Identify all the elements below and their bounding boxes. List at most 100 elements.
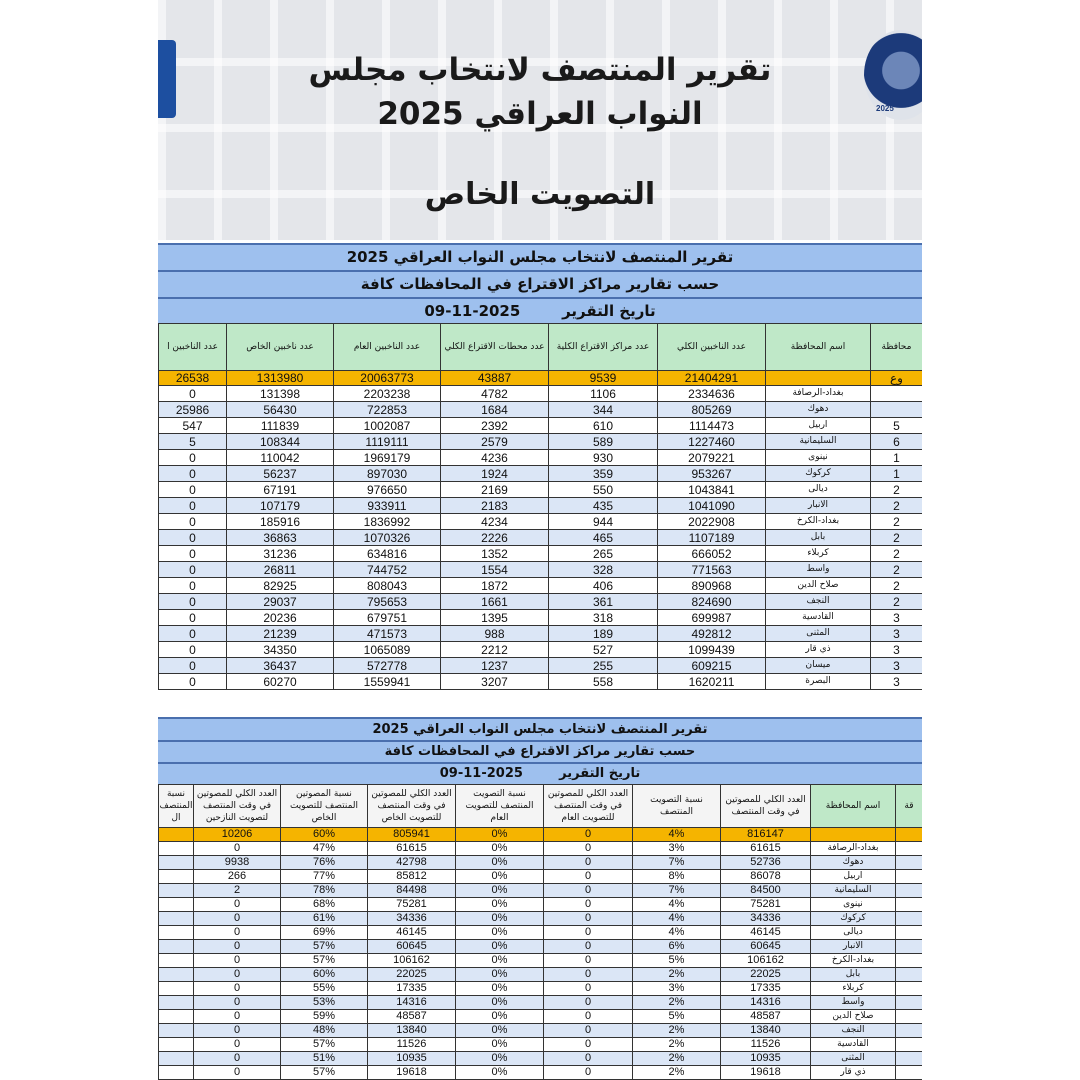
column-header: نسبة التصويت المنتصف <box>632 784 721 828</box>
table-cell: 988 <box>440 625 549 642</box>
table-cell: 0% <box>455 911 544 926</box>
table-cell: 82925 <box>226 577 334 594</box>
table-row: 0 29037 795653 1661 361 824690 النجف 2 <box>158 593 922 610</box>
table-cell: 0% <box>455 1023 544 1038</box>
table-cell <box>158 897 194 912</box>
table-cell: 1684 <box>440 401 549 418</box>
table-cell: 2 <box>870 513 922 530</box>
table-cell: 4234 <box>440 513 549 530</box>
table-cell <box>895 827 922 842</box>
table-cell: 69% <box>280 925 368 940</box>
table-cell: 933911 <box>333 497 441 514</box>
table-cell: 361 <box>548 593 658 610</box>
table-cell <box>895 967 922 982</box>
table-row: 0 60% 22025 0% 0 2% 22025 بابل <box>158 967 922 982</box>
turnout-table-header-row: نسبة المنتصف ال العدد الكلي للمصوتين في و… <box>158 784 922 828</box>
table-cell: 2579 <box>440 433 549 450</box>
table-cell: 0 <box>158 593 227 610</box>
table-cell: 318 <box>548 609 658 626</box>
table-cell <box>895 855 922 870</box>
governorate-name-cell: القادسية <box>810 1037 896 1052</box>
governorate-name-cell: اربيل <box>810 869 896 884</box>
table-cell: 0 <box>193 1051 281 1066</box>
table-cell: 26538 <box>158 370 227 386</box>
table-cell <box>158 883 194 898</box>
election-emblem: 2025 <box>864 30 922 120</box>
table-cell: 2% <box>632 1037 721 1052</box>
table-row: 0 47% 61615 0% 0 3% 61615 بغداد-الرصافة <box>158 841 922 856</box>
table-cell: 106162 <box>720 953 811 968</box>
governorate-name-cell: ذي قار <box>765 641 871 658</box>
table-cell: 0 <box>193 953 281 968</box>
table-cell: 57% <box>280 1065 368 1080</box>
table-cell: 0 <box>193 981 281 996</box>
governorate-name-cell <box>765 370 871 386</box>
table-cell: 1237 <box>440 657 549 674</box>
table-cell: 3207 <box>440 673 549 690</box>
table-row: 0 82925 808043 1872 406 890968 صلاح الدين 2 <box>158 577 922 594</box>
table-cell: 57% <box>280 1037 368 1052</box>
table1-date-row: تاريخ التقرير 2025-11-09 <box>158 297 922 323</box>
table-cell: 111839 <box>226 417 334 434</box>
table-cell: 60645 <box>720 939 811 954</box>
table-cell: 1119111 <box>333 433 441 450</box>
table-cell: 2183 <box>440 497 549 514</box>
table-cell: 609215 <box>657 657 766 674</box>
table-cell: 0% <box>455 883 544 898</box>
governorate-name-cell: السليمانية <box>765 433 871 450</box>
table-cell <box>158 1009 194 1024</box>
table-row: 5 108344 1119111 2579 589 1227460 السليمانية 6 <box>158 433 922 450</box>
emblem-year: 2025 <box>876 104 894 113</box>
table2-subtitle: حسب تقارير مراكز الاقتراع في المحافظات ك… <box>158 740 922 762</box>
table-cell: 34336 <box>720 911 811 926</box>
governorate-name-cell: النجف <box>810 1023 896 1038</box>
table-cell: 34336 <box>367 911 456 926</box>
table-cell: 2 <box>870 481 922 498</box>
table-row: 0 59% 48587 0% 0 5% 48587 صلاح الدين <box>158 1009 922 1024</box>
table-cell: 77% <box>280 869 368 884</box>
table-cell: 0% <box>455 939 544 954</box>
table-row: 2 78% 84498 0% 0 7% 84500 السليمانية <box>158 883 922 898</box>
table-cell: 0% <box>455 953 544 968</box>
column-header: العدد الكلي للمصوتين في وقت المنتصف <box>720 784 811 828</box>
table-cell: 1114473 <box>657 417 766 434</box>
table-cell <box>895 981 922 996</box>
table-row: 0 53% 14316 0% 0 2% 14316 واسط <box>158 995 922 1010</box>
table-cell: 17335 <box>720 981 811 996</box>
governorate-name-cell: واسط <box>765 561 871 578</box>
table-cell: 265 <box>548 545 658 562</box>
table-cell: 11526 <box>720 1037 811 1052</box>
table-cell: 666052 <box>657 545 766 562</box>
table-cell: 8% <box>632 869 721 884</box>
table-cell: 547 <box>158 417 227 434</box>
table-cell: 1969179 <box>333 449 441 466</box>
table-row: 0 67191 976650 2169 550 1043841 ديالى 2 <box>158 481 922 498</box>
voters-table: عدد الناخبين ا عدد ناخبين الخاص عدد الناخب… <box>158 323 922 690</box>
table-cell: 60270 <box>226 673 334 690</box>
table-cell: 0% <box>455 841 544 856</box>
table-cell: 48587 <box>367 1009 456 1024</box>
table-cell: 2 <box>870 593 922 610</box>
table1-date-label: تاريخ التقرير <box>562 302 656 320</box>
table-cell: 1661 <box>440 593 549 610</box>
table-cell: 21404291 <box>657 370 766 386</box>
governorate-name-cell: بابل <box>810 967 896 982</box>
table-cell <box>158 1023 194 1038</box>
table-cell: 108344 <box>226 433 334 450</box>
table-cell: 0 <box>158 449 227 466</box>
governorate-name-cell: ديالى <box>810 925 896 940</box>
table-cell: 2334636 <box>657 385 766 402</box>
table-cell: 3 <box>870 673 922 690</box>
table-cell: 60645 <box>367 939 456 954</box>
table-cell: 7% <box>632 855 721 870</box>
table-cell: 0 <box>543 1023 633 1038</box>
table-cell: 976650 <box>333 481 441 498</box>
table-cell: 3 <box>870 625 922 642</box>
column-header: عدد الناخبين الكلي <box>657 323 766 371</box>
table2-date: 2025-11-09 <box>439 766 523 781</box>
table-cell: 328 <box>548 561 658 578</box>
table-cell: 53% <box>280 995 368 1010</box>
table-cell: 43887 <box>440 370 549 386</box>
column-header: نسبة التصويت المنتصف للتصويت العام <box>455 784 544 828</box>
column-header: عدد مراكز الاقتراع الكلية <box>548 323 658 371</box>
